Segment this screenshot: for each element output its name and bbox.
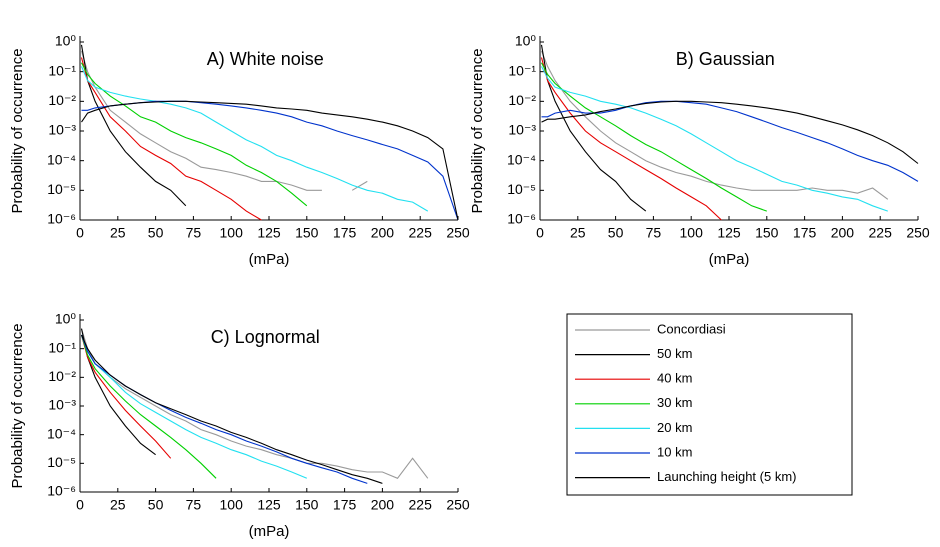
x-tick-label: 125 — [257, 225, 281, 241]
y-tick-label: 10⁻⁶ — [47, 483, 76, 499]
series-line — [81, 100, 459, 221]
x-tick-label: 50 — [148, 497, 164, 513]
x-tick-label: 150 — [755, 225, 779, 241]
y-tick-label: 10⁻³ — [48, 397, 76, 413]
x-tick-label: 150 — [295, 497, 319, 513]
x-tick-label: 150 — [295, 225, 319, 241]
y-tick-label: 10⁻² — [508, 92, 536, 108]
series-line — [80, 57, 262, 221]
series-line — [541, 100, 919, 182]
x-tick-label: 0 — [536, 225, 544, 241]
y-axis-label: Probability of occurrence — [9, 48, 26, 213]
series-line — [80, 334, 383, 484]
x-tick-label: 25 — [570, 225, 586, 241]
chart-title: C) Lognormal — [211, 327, 320, 347]
x-tick-label: 200 — [831, 225, 855, 241]
x-tick-label: 175 — [333, 497, 357, 513]
y-axis-label: Probability of occurrence — [469, 48, 486, 213]
y-tick-label: 10⁻⁶ — [507, 211, 536, 227]
x-tick-label: 25 — [110, 497, 126, 513]
x-axis-label: (mPa) — [709, 251, 750, 268]
x-tick-label: 175 — [333, 225, 357, 241]
chart-title: A) White noise — [207, 49, 324, 69]
legend-label: 30 km — [657, 395, 692, 410]
y-tick-label: 10⁻⁶ — [47, 211, 76, 227]
y-tick-label: 10⁻⁵ — [47, 454, 76, 470]
x-tick-label: 125 — [717, 225, 741, 241]
x-tick-label: 250 — [446, 225, 470, 241]
legend-box — [566, 313, 853, 496]
x-tick-label: 0 — [76, 497, 84, 513]
y-tick-label: 10⁻⁵ — [47, 181, 76, 197]
x-tick-label: 250 — [906, 225, 930, 241]
series-line — [80, 328, 156, 456]
y-tick-label: 10⁻⁴ — [47, 151, 76, 167]
legend-label: 40 km — [657, 371, 692, 386]
y-tick-label: 10⁰ — [55, 311, 77, 327]
y-tick-label: 10⁰ — [515, 33, 537, 49]
x-tick-label: 225 — [869, 225, 893, 241]
legend-label: 50 km — [657, 346, 692, 361]
y-tick-label: 10⁻² — [48, 92, 76, 108]
series-line — [541, 62, 767, 212]
y-tick-label: 10⁻¹ — [48, 339, 76, 355]
y-tick-label: 10⁻³ — [508, 122, 536, 138]
x-tick-label: 50 — [148, 225, 164, 241]
series-line — [351, 180, 368, 191]
series-line — [80, 50, 322, 191]
y-tick-label: 10⁻⁴ — [47, 425, 76, 441]
x-axis-label: (mPa) — [249, 523, 290, 540]
x-tick-label: 225 — [409, 497, 433, 513]
x-tick-label: 75 — [186, 225, 202, 241]
series-line — [541, 66, 888, 212]
x-tick-label: 125 — [257, 497, 281, 513]
x-tick-label: 50 — [608, 225, 624, 241]
x-tick-label: 200 — [371, 497, 395, 513]
y-tick-label: 10⁻¹ — [48, 62, 76, 78]
y-tick-label: 10⁰ — [55, 33, 77, 49]
x-tick-label: 100 — [220, 225, 244, 241]
series-line — [80, 334, 172, 459]
y-axis-label: Probability of occurrence — [9, 323, 26, 488]
series-line — [80, 66, 429, 212]
y-tick-label: 10⁻² — [48, 368, 76, 384]
series-line — [80, 328, 429, 479]
x-tick-label: 75 — [646, 225, 662, 241]
series-line — [80, 44, 187, 207]
chart-title: B) Gaussian — [676, 49, 775, 69]
y-tick-label: 10⁻⁵ — [507, 181, 536, 197]
y-tick-label: 10⁻³ — [48, 122, 76, 138]
x-tick-label: 200 — [371, 225, 395, 241]
x-tick-label: 25 — [110, 225, 126, 241]
legend-label: 10 km — [657, 444, 692, 459]
x-tick-label: 225 — [409, 225, 433, 241]
x-tick-label: 100 — [220, 497, 244, 513]
legend-label: Launching height (5 km) — [657, 469, 796, 484]
series-line — [80, 334, 217, 479]
y-tick-label: 10⁻¹ — [508, 62, 536, 78]
x-axis-label: (mPa) — [249, 251, 290, 268]
x-tick-label: 100 — [680, 225, 704, 241]
x-tick-label: 175 — [793, 225, 817, 241]
series-line — [81, 100, 459, 221]
legend-label: 20 km — [657, 420, 692, 435]
series-line — [80, 334, 308, 479]
x-tick-label: 0 — [76, 225, 84, 241]
series-line — [540, 57, 722, 221]
legend-label: Concordiasi — [657, 321, 726, 336]
x-tick-label: 75 — [186, 497, 202, 513]
x-tick-label: 250 — [446, 497, 470, 513]
series-line — [540, 44, 647, 212]
series-line — [540, 50, 889, 200]
y-tick-label: 10⁻⁴ — [507, 151, 536, 167]
series-line — [81, 62, 308, 207]
series-line — [541, 100, 919, 164]
